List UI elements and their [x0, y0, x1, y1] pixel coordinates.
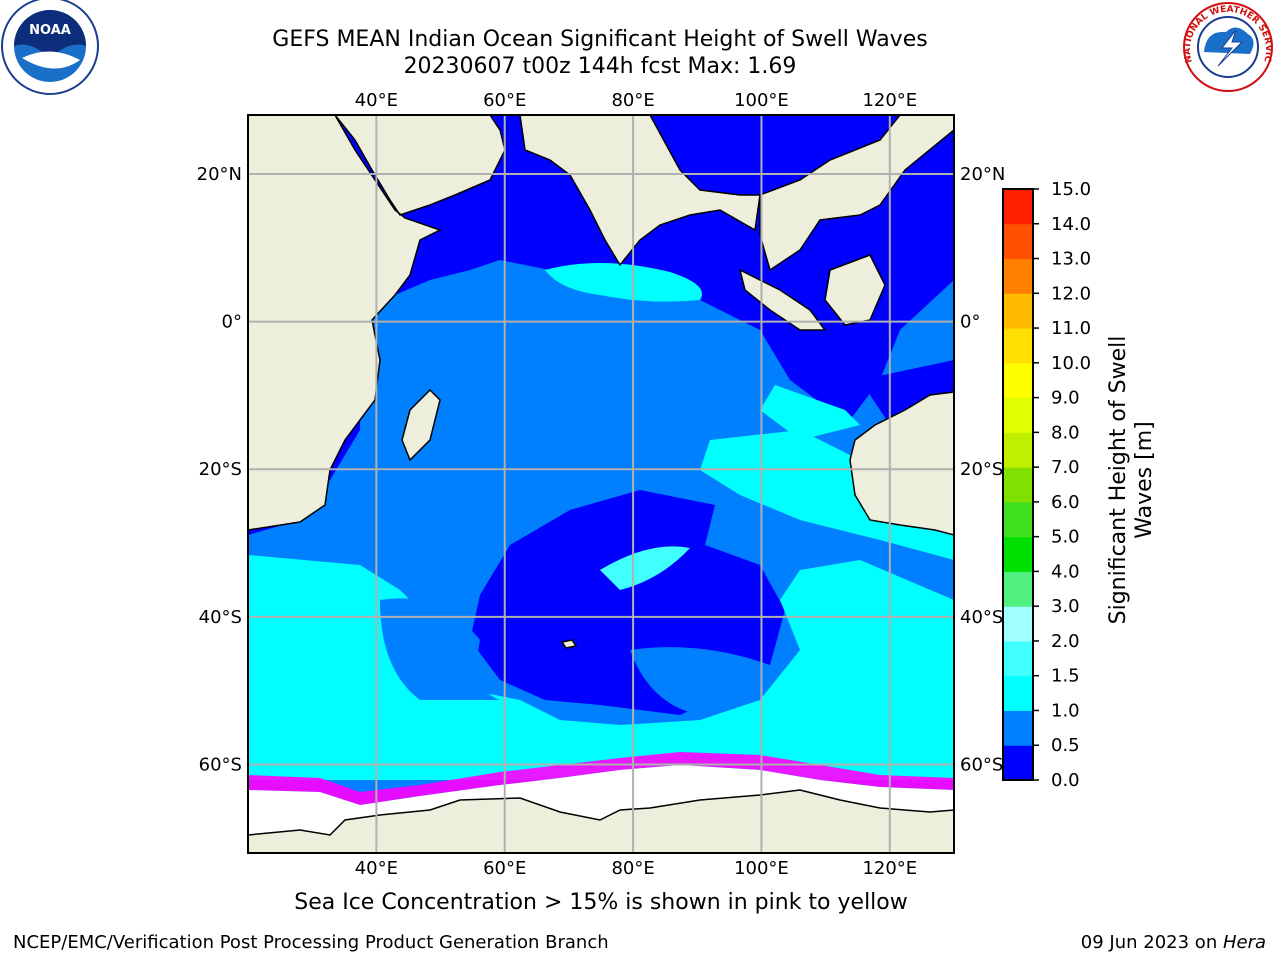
lon-tick-label-bottom: 60°E [483, 858, 526, 879]
colorbar-tick-label: 9.0 [1051, 388, 1080, 409]
lon-tick-label-bottom: 80°E [611, 858, 654, 879]
map-gridlines [248, 115, 954, 853]
swell-band-southwest [248, 555, 954, 780]
land-borneo [824, 254, 886, 326]
colorbar-swatch [1003, 467, 1033, 503]
lat-tick-label-left: 20°S [199, 459, 242, 480]
land-masses [248, 115, 954, 853]
nws-logo-icon: NATIONAL WEATHER SERVICE [0, 0, 1273, 92]
colorbar-swatch [1003, 501, 1033, 538]
colorbar-swatch [1003, 432, 1033, 468]
lat-tick-label-left: 0° [222, 312, 242, 333]
colorbar-swatch [1003, 606, 1033, 642]
swell-band-south-centre [380, 598, 500, 700]
lat-tick-label-left: 40°S [199, 607, 242, 628]
noaa-logo-text: NOAA [29, 23, 71, 38]
colorbar-tick-label: 15.0 [1051, 179, 1091, 200]
colorbar-swatch [1003, 223, 1033, 260]
lat-tick-label-right: 20°S [960, 459, 1003, 480]
colorbar-frame [1002, 188, 1034, 781]
lon-tick-label-top: 80°E [611, 90, 654, 111]
lat-tick-label-right: 40°S [960, 607, 1003, 628]
map-plot [248, 115, 954, 853]
colorbar-tick-label: 5.0 [1051, 527, 1080, 548]
swell-band-kerguelen [600, 546, 690, 590]
map-subtitle: 20230607 t00z 144h fcst Max: 1.69 [403, 54, 797, 79]
colorbar-tick-label: 1.5 [1051, 666, 1080, 687]
colorbar-swatch [1003, 675, 1033, 711]
swell-band-east [760, 385, 860, 440]
colorbar-tick-label: 1.0 [1051, 700, 1080, 721]
colorbar-tick-label: 11.0 [1051, 318, 1091, 339]
noaa-logo-icon: NOAA [1, 0, 99, 95]
sea-ice-note: Sea Ice Concentration > 15% is shown in … [294, 890, 908, 915]
colorbar-label-wrap: Significant Height of Swell Waves [m] [1032, 300, 1232, 660]
colorbar-label: Significant Height of Swell Waves [m] [1106, 335, 1157, 625]
map-frame [247, 114, 955, 854]
map-axis-labels: 40°E 40°E 60°E 60°E 80°E 80°E 100°E 100°E 120°E 1… [197, 90, 1006, 879]
footer-date: 09 Jun 2023 on Hera [1081, 932, 1266, 953]
lon-tick-label-top: 120°E [862, 90, 917, 111]
colorbar-swatch [1003, 745, 1033, 781]
lon-tick-label-bottom: 120°E [862, 858, 917, 879]
land-kerguelen-island [560, 639, 578, 649]
swell-band-south-centre-2 [630, 647, 770, 715]
colorbar-tick-label: 2.0 [1051, 631, 1080, 652]
lon-tick-label-top: 40°E [355, 90, 398, 111]
colorbar-tick-label: 8.0 [1051, 422, 1080, 443]
footer-credit: NCEP/EMC/Verification Post Processing Pr… [13, 932, 609, 953]
lon-tick-label-bottom: 100°E [734, 858, 789, 879]
lon-tick-label-top: 100°E [734, 90, 789, 111]
land-antarctica [248, 789, 954, 853]
colorbar-swatch [1003, 710, 1033, 746]
land-africa-arabia [248, 115, 506, 531]
colorbar-swatch [1003, 328, 1033, 364]
colorbar-swatch [1003, 189, 1033, 225]
lat-tick-label-right: 0° [960, 312, 980, 333]
colorbar-tick-label: 14.0 [1051, 214, 1091, 235]
colorbar-tick-label: 12.0 [1051, 283, 1091, 304]
colorbar: 0.0 0.5 1.0 1.5 2.0 3.0 4.0 5.0 6.0 7.0 8.0 9.0 10.0… [1002, 179, 1091, 791]
lat-tick-label-left: 20°N [197, 164, 242, 185]
colorbar-tick-label: 4.0 [1051, 561, 1080, 582]
lat-tick-label-right: 60°S [960, 754, 1003, 775]
colorbar-swatch [1003, 293, 1033, 329]
land-australia [849, 391, 954, 536]
footer-date-text: 09 Jun 2023 on [1080, 932, 1223, 953]
colorbar-tick-label: 6.0 [1051, 492, 1080, 513]
lat-tick-label-left: 60°S [199, 754, 242, 775]
land-southeast-asia [759, 115, 954, 272]
colorbar-swatch [1003, 640, 1033, 677]
map-title: GEFS MEAN Indian Ocean Significant Heigh… [272, 27, 928, 52]
colorbar-swatch [1003, 362, 1033, 399]
lon-tick-label-bottom: 40°E [355, 858, 398, 879]
lat-tick-label-right: 20°N [960, 164, 1005, 185]
colorbar-tick-label: 7.0 [1051, 457, 1080, 478]
colorbar-tick-label: 10.0 [1051, 353, 1091, 374]
colorbar-tick-label: 0.5 [1051, 735, 1080, 756]
lon-tick-label-top: 60°E [483, 90, 526, 111]
land-madagascar [401, 388, 441, 462]
colorbar-tick-label: 0.0 [1051, 770, 1080, 791]
nws-logo-text: NATIONAL WEATHER SERVICE [0, 0, 1273, 64]
footer-machine: Hera [1222, 932, 1266, 953]
land-india [519, 115, 761, 267]
colorbar-tick-label: 13.0 [1051, 249, 1091, 270]
colorbar-swatch [1003, 571, 1033, 607]
colorbar-swatch [1003, 258, 1033, 294]
colorbar-tick-label: 3.0 [1051, 596, 1080, 617]
swell-band-equatorial [545, 262, 702, 302]
colorbar-swatch [1003, 397, 1033, 433]
colorbar-swatch [1003, 536, 1033, 572]
